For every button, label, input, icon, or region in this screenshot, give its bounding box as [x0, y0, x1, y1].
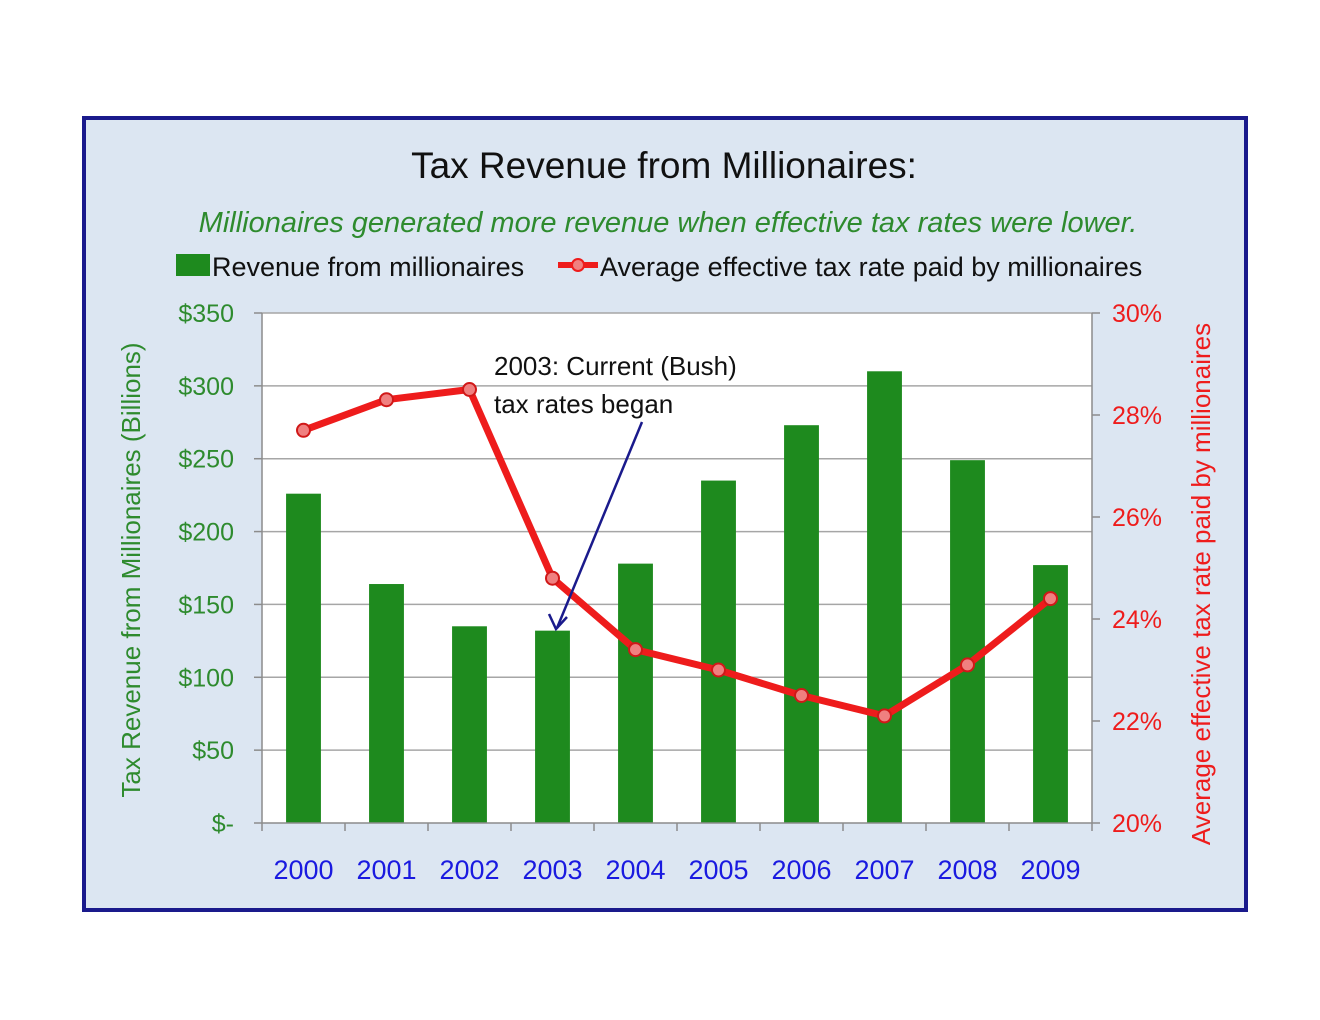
revenue-bar: [950, 460, 985, 823]
revenue-bar: [701, 480, 736, 823]
revenue-bar: [867, 371, 902, 823]
x-tick-label: 2002: [439, 855, 499, 885]
y-left-axis-title: Tax Revenue from Millionaires (Billions): [116, 342, 146, 797]
tax-rate-point: [379, 392, 394, 408]
x-tick-label: 2008: [937, 855, 997, 885]
annotation: 2003: Current (Bush) tax rates began: [494, 351, 737, 632]
bar-series: [286, 371, 1068, 823]
tax-rate-point: [711, 662, 726, 678]
revenue-bar: [618, 563, 653, 823]
y-right-tick-label: 22%: [1112, 708, 1162, 736]
tax-rate-point: [794, 688, 809, 703]
annotation-arrow: [555, 421, 644, 629]
y-left-tick-label: $350: [178, 300, 234, 328]
revenue-bar: [784, 425, 819, 823]
tax-rate-point: [545, 570, 560, 586]
tax-rate-point: [296, 422, 311, 438]
y-right-tick-label: 20%: [1112, 810, 1162, 838]
revenue-bar: [286, 493, 321, 823]
x-tick-label: 2005: [688, 855, 748, 885]
chart-title: Tax Revenue from Millionaires:: [411, 145, 917, 186]
x-tick-label: 2000: [273, 855, 333, 885]
x-tick-label: 2001: [356, 855, 416, 885]
tax-revenue-chart: Tax Revenue from Millionaires: Millionai…: [116, 145, 1216, 885]
y-right-axis-title: Average effective tax rate paid by milli…: [1186, 323, 1216, 845]
legend-bar-label: Revenue from millionaires: [212, 252, 524, 282]
tax-rate-point: [462, 382, 477, 397]
chart-frame: Tax Revenue from Millionaires: Millionai…: [82, 116, 1248, 912]
annotation-text-line2: tax rates began: [494, 389, 673, 419]
tax-rate-line: [300, 386, 1054, 720]
y-right-tick-label: 30%: [1112, 300, 1162, 328]
x-tick-label: 2009: [1020, 855, 1080, 885]
tax-rate-point: [960, 657, 975, 673]
revenue-bar: [369, 584, 404, 823]
y-right-tick-label: 28%: [1112, 402, 1162, 430]
legend-line-marker: [571, 258, 585, 272]
y-left-tick-label: $250: [178, 446, 234, 474]
tax-rate-point: [628, 642, 643, 658]
revenue-bar: [535, 630, 570, 823]
y-left-tick-label: $50: [192, 737, 234, 765]
y-left-tick-label: $200: [178, 519, 234, 547]
x-tick-label: 2007: [854, 855, 914, 885]
y-right-tick-label: 24%: [1112, 606, 1162, 634]
y-left-tick-label: $150: [178, 591, 234, 619]
tax-rate-point: [1043, 591, 1058, 607]
legend-bar-swatch: [176, 254, 210, 276]
tick-labels: $- $50 $100 $150 $200 $250 $300 $350 20% 22% 24% 26…: [178, 300, 1162, 885]
y-left-tick-label: $100: [178, 664, 234, 692]
legend-line-label: Average effective tax rate paid by milli…: [600, 252, 1142, 282]
x-tick-label: 2006: [771, 855, 831, 885]
tax-rate-point: [877, 708, 892, 724]
line-series: [296, 382, 1058, 724]
y-right-tick-label: 26%: [1112, 504, 1162, 532]
y-left-tick-label: $-: [212, 810, 234, 838]
chart-subtitle: Millionaires generated more revenue when…: [199, 207, 1138, 239]
annotation-arrowhead: [547, 613, 568, 632]
y-left-tick-label: $300: [178, 373, 234, 401]
annotation-text-line1: 2003: Current (Bush): [494, 351, 737, 381]
revenue-bar: [452, 626, 487, 823]
x-tick-label: 2004: [605, 855, 665, 885]
x-tick-label: 2003: [522, 855, 582, 885]
axes: [254, 312, 1100, 831]
legend: Revenue from millionaires Average effect…: [176, 252, 1142, 282]
